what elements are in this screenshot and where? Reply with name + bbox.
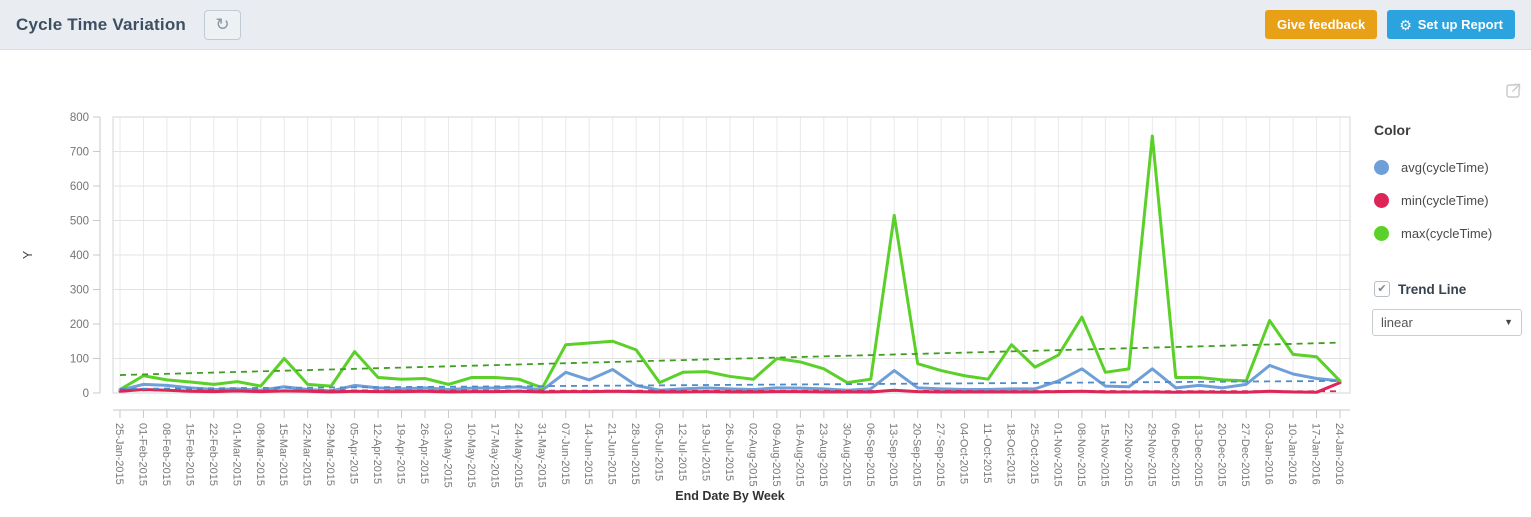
svg-text:25-Jan-2015: 25-Jan-2015 xyxy=(113,423,125,485)
svg-text:24-May-2015: 24-May-2015 xyxy=(512,423,524,488)
svg-text:05-Apr-2015: 05-Apr-2015 xyxy=(348,423,360,484)
svg-text:11-Oct-2015: 11-Oct-2015 xyxy=(981,423,993,483)
svg-text:100: 100 xyxy=(70,354,89,366)
svg-text:10-Jan-2016: 10-Jan-2016 xyxy=(1286,423,1298,485)
page-title: Cycle Time Variation xyxy=(16,14,186,34)
svg-text:400: 400 xyxy=(70,250,89,262)
svg-text:26-Jul-2015: 26-Jul-2015 xyxy=(723,423,735,481)
trend-line-checkbox[interactable]: ✔ xyxy=(1374,281,1390,297)
svg-text:22-Nov-2015: 22-Nov-2015 xyxy=(1122,423,1134,487)
svg-text:14-Jun-2015: 14-Jun-2015 xyxy=(582,423,594,485)
give-feedback-button[interactable]: Give feedback xyxy=(1265,10,1378,39)
avg-series-dot-icon xyxy=(1374,159,1389,175)
refresh-icon: ↻ xyxy=(215,14,230,34)
svg-text:31-May-2015: 31-May-2015 xyxy=(535,423,547,488)
legend-label-avg: avg(cycleTime) xyxy=(1401,159,1489,175)
svg-text:18-Oct-2015: 18-Oct-2015 xyxy=(1005,423,1017,484)
svg-text:07-Jun-2015: 07-Jun-2015 xyxy=(559,423,571,485)
header-bar: Cycle Time Variation ↻ Give feedback ⚙ S… xyxy=(0,0,1531,50)
svg-text:09-Aug-2015: 09-Aug-2015 xyxy=(770,423,782,487)
give-feedback-label: Give feedback xyxy=(1277,17,1366,32)
svg-text:04-Oct-2015: 04-Oct-2015 xyxy=(958,423,970,484)
svg-text:22-Feb-2015: 22-Feb-2015 xyxy=(207,423,219,486)
svg-text:03-May-2015: 03-May-2015 xyxy=(441,423,453,488)
header-actions: Give feedback ⚙ Set up Report xyxy=(1265,10,1515,39)
setup-report-button[interactable]: ⚙ Set up Report xyxy=(1387,10,1515,39)
svg-text:12-Apr-2015: 12-Apr-2015 xyxy=(371,423,383,484)
svg-text:12-Jul-2015: 12-Jul-2015 xyxy=(676,423,688,481)
legend-label-max: max(cycleTime) xyxy=(1401,225,1493,241)
color-heading: Color xyxy=(1374,122,1411,138)
svg-text:20-Dec-2015: 20-Dec-2015 xyxy=(1216,423,1228,487)
cycle-time-chart: 0 100 200 300 400 500 600 700 800 Y 25-Jan-2015 01-… xyxy=(21,112,1351,503)
svg-text:23-Aug-2015: 23-Aug-2015 xyxy=(817,423,829,487)
max-series-dot-icon xyxy=(1374,225,1389,241)
legend-item-max[interactable]: max(cycleTime) xyxy=(1374,223,1492,243)
legend-item-avg[interactable]: avg(cycleTime) xyxy=(1374,157,1489,177)
svg-text:26-Apr-2015: 26-Apr-2015 xyxy=(418,423,430,484)
svg-text:06-Dec-2015: 06-Dec-2015 xyxy=(1169,423,1181,487)
svg-text:29-Nov-2015: 29-Nov-2015 xyxy=(1145,423,1157,487)
svg-text:13-Dec-2015: 13-Dec-2015 xyxy=(1192,423,1204,487)
svg-text:30-Aug-2015: 30-Aug-2015 xyxy=(840,423,852,487)
svg-text:0: 0 xyxy=(83,388,89,400)
svg-text:End Date By Week: End Date By Week xyxy=(675,489,785,503)
svg-text:29-Mar-2015: 29-Mar-2015 xyxy=(324,423,336,486)
svg-text:13-Sep-2015: 13-Sep-2015 xyxy=(887,423,899,487)
svg-text:15-Feb-2015: 15-Feb-2015 xyxy=(183,423,195,486)
svg-text:27-Dec-2015: 27-Dec-2015 xyxy=(1239,423,1251,487)
svg-text:22-Mar-2015: 22-Mar-2015 xyxy=(301,423,313,486)
svg-text:10-May-2015: 10-May-2015 xyxy=(465,423,477,488)
svg-text:19-Apr-2015: 19-Apr-2015 xyxy=(395,423,407,484)
setup-report-label: Set up Report xyxy=(1417,17,1503,32)
svg-text:17-Jan-2016: 17-Jan-2016 xyxy=(1310,423,1322,485)
svg-text:21-Jun-2015: 21-Jun-2015 xyxy=(606,423,618,485)
svg-text:08-Mar-2015: 08-Mar-2015 xyxy=(254,423,266,486)
svg-text:28-Jun-2015: 28-Jun-2015 xyxy=(629,423,641,485)
svg-text:500: 500 xyxy=(70,216,89,228)
min-series-dot-icon xyxy=(1374,192,1389,208)
trend-type-value: linear xyxy=(1381,315,1413,330)
gear-icon: ⚙ xyxy=(1399,16,1412,33)
svg-text:08-Feb-2015: 08-Feb-2015 xyxy=(160,423,172,486)
svg-text:19-Jul-2015: 19-Jul-2015 xyxy=(700,423,712,481)
svg-text:600: 600 xyxy=(70,181,89,193)
svg-text:15-Nov-2015: 15-Nov-2015 xyxy=(1098,423,1110,487)
legend-label-min: min(cycleTime) xyxy=(1401,192,1489,208)
svg-text:800: 800 xyxy=(70,112,89,124)
svg-text:Y: Y xyxy=(21,250,35,259)
svg-text:03-Jan-2016: 03-Jan-2016 xyxy=(1263,423,1275,485)
legend-item-min[interactable]: min(cycleTime) xyxy=(1374,190,1489,210)
svg-text:300: 300 xyxy=(70,285,89,297)
svg-text:25-Oct-2015: 25-Oct-2015 xyxy=(1028,423,1040,484)
svg-text:05-Jul-2015: 05-Jul-2015 xyxy=(653,423,665,481)
report-content: 0 100 200 300 400 500 600 700 800 Y 25-Jan-2015 01-… xyxy=(0,50,1531,517)
svg-text:200: 200 xyxy=(70,319,89,331)
chevron-down-icon: ▼ xyxy=(1504,317,1513,327)
svg-text:27-Sep-2015: 27-Sep-2015 xyxy=(934,423,946,487)
svg-text:17-May-2015: 17-May-2015 xyxy=(488,423,500,488)
svg-text:24-Jan-2016: 24-Jan-2016 xyxy=(1333,423,1345,485)
svg-text:16-Aug-2015: 16-Aug-2015 xyxy=(793,423,805,487)
svg-text:01-Mar-2015: 01-Mar-2015 xyxy=(230,423,242,486)
trend-line-toggle[interactable]: ✔ Trend Line xyxy=(1374,281,1466,297)
svg-text:02-Aug-2015: 02-Aug-2015 xyxy=(746,423,758,487)
svg-text:08-Nov-2015: 08-Nov-2015 xyxy=(1075,423,1087,487)
svg-text:01-Nov-2015: 01-Nov-2015 xyxy=(1051,423,1063,487)
svg-text:06-Sep-2015: 06-Sep-2015 xyxy=(864,423,876,487)
svg-text:700: 700 xyxy=(70,147,89,159)
export-icon[interactable] xyxy=(1502,80,1524,102)
svg-text:15-Mar-2015: 15-Mar-2015 xyxy=(277,423,289,486)
trend-line-label: Trend Line xyxy=(1398,281,1467,297)
refresh-button[interactable]: ↻ xyxy=(203,9,241,40)
trend-type-select[interactable]: linear ▼ xyxy=(1372,309,1522,336)
svg-text:20-Sep-2015: 20-Sep-2015 xyxy=(911,423,923,487)
svg-text:01-Feb-2015: 01-Feb-2015 xyxy=(136,423,148,486)
